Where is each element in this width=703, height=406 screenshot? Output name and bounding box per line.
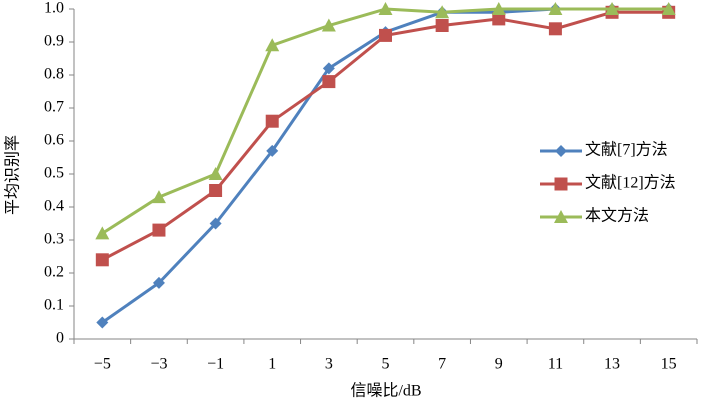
x-tick-label: −3 [150, 356, 167, 373]
data-point [209, 217, 222, 230]
data-point [95, 253, 109, 267]
y-tick-label: 0.2 [44, 264, 64, 281]
data-point [322, 62, 335, 75]
data-point [435, 19, 449, 32]
data-point [548, 22, 562, 36]
y-tick-label: 0.6 [44, 132, 64, 149]
legend-marker [554, 210, 568, 223]
y-tick-label: 0 [56, 330, 64, 347]
y-tick-label: 0.3 [44, 231, 64, 248]
legend-label: 文献[7]方法 [585, 141, 668, 159]
x-tick-label: 9 [495, 356, 503, 373]
data-point [435, 5, 450, 19]
y-tick-label: 0.1 [44, 297, 64, 314]
legend-label: 本文方法 [585, 207, 649, 225]
y-axis-label: 平均识别率 [4, 135, 22, 215]
data-point [491, 2, 506, 15]
data-point [152, 223, 166, 237]
data-point [266, 144, 279, 157]
data-point [492, 12, 506, 26]
y-tick-label: 1.0 [44, 0, 64, 17]
x-tick-label: 7 [438, 356, 446, 373]
x-tick-label: −1 [207, 356, 224, 373]
x-tick-label: 1 [268, 356, 276, 373]
data-point [95, 226, 110, 240]
x-tick-label: 3 [325, 356, 333, 373]
legend-marker [554, 177, 568, 191]
y-tick-label: 0.4 [44, 198, 64, 215]
data-point [265, 114, 279, 128]
data-point [661, 2, 676, 15]
x-tick-label: 15 [661, 356, 677, 373]
data-point [96, 316, 109, 329]
x-tick-label: 11 [548, 356, 563, 373]
y-tick-label: 0.8 [44, 66, 64, 83]
y-tick-label: 0.5 [44, 165, 64, 182]
data-point [209, 184, 223, 197]
legend-marker [555, 145, 567, 157]
data-point [151, 190, 166, 204]
data-point [265, 38, 280, 52]
series-line [101, 7, 669, 235]
legend-label: 文献[12]方法 [585, 174, 676, 192]
x-axis-label: 信噪比/dB [350, 382, 421, 400]
data-point [322, 75, 336, 89]
x-tick-label: 5 [382, 356, 390, 373]
x-tick-label: −5 [94, 356, 111, 373]
x-tick-label: 13 [604, 356, 620, 373]
data-point [321, 18, 336, 32]
y-tick-label: 0.7 [44, 99, 64, 116]
y-tick-label: 0.9 [44, 33, 64, 50]
data-point [152, 276, 165, 289]
series-line [101, 10, 669, 262]
data-point [378, 2, 393, 15]
series-line [101, 7, 669, 324]
data-point [208, 167, 223, 180]
data-point [379, 28, 392, 42]
data-point [548, 2, 563, 15]
data-point [605, 2, 620, 15]
